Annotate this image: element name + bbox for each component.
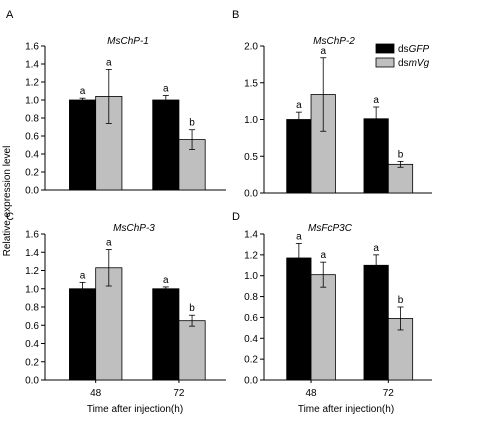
panel-d-xtick-label: 48 (305, 388, 317, 399)
panel-d-bar-dsgfp-48 (286, 257, 312, 381)
x-axis-label-left: Time after injection(h) (87, 404, 183, 415)
legend-swatch-dsgfp (375, 43, 395, 54)
panel-a-bar-dsgfp-48 (69, 99, 97, 191)
panel-d-ytick-label: 0.4 (244, 334, 258, 345)
panel-c-ytick-label: 1.2 (25, 266, 39, 277)
panel-c-significance-letter: a (106, 238, 112, 249)
panel-label-c: C (6, 211, 14, 223)
panel-a-bar-dsgfp-72 (152, 99, 180, 191)
panel-a-significance-letter: a (106, 57, 112, 68)
panel-d-ytick-label: 0.6 (244, 313, 258, 324)
panel-c-significance-letter: a (80, 270, 86, 281)
panel-d-ytick-label: 1.2 (244, 250, 258, 261)
legend: dsGFP dsmVg (375, 43, 430, 69)
panel-a: 0.0 0.2 0.4 0.6 0.8 1.0 1.2 1.4 1.6 a a a b (25, 42, 226, 197)
panel-d-significance-letter: a (296, 231, 302, 242)
panel-d-significance-letter: a (320, 250, 326, 261)
panel-c-ytick-label: 0.2 (25, 357, 39, 368)
panel-a-ytick-label: 1.0 (25, 96, 39, 107)
legend-swatch-dsmvg (375, 57, 395, 68)
legend-label-dsmvg: dsmVg (398, 58, 430, 69)
panel-c-ytick-label: 0.0 (25, 376, 39, 387)
panel-b-significance-letter: b (398, 149, 404, 160)
panels: 0.0 0.2 0.4 0.6 0.8 1.0 1.2 1.4 1.6 a a a b 0.0 0.5 1.0… (25, 42, 432, 399)
panel-c-title: MsChP-3 (113, 223, 155, 234)
x-axis-label-right: Time after injection(h) (298, 404, 394, 415)
panel-d-ytick-label: 1.4 (244, 230, 258, 241)
panel-a-significance-letter: a (80, 86, 86, 97)
panel-c-bar-dsmvg-48 (95, 267, 123, 381)
panel-b-ytick-label: 2.0 (244, 42, 258, 53)
panel-a-ytick-label: 1.4 (25, 60, 39, 71)
panel-b-ytick-label: 1.0 (244, 115, 258, 126)
panel-b: 0.0 0.5 1.0 1.5 2.0 a a a b (244, 42, 432, 200)
panel-c-bar-dsmvg-72 (178, 320, 206, 381)
panel-d-significance-letter: a (373, 243, 379, 254)
panel-d-title: MsFcP3C (308, 223, 353, 234)
panel-c-significance-letter: b (189, 303, 195, 314)
panel-c: 0.0 0.2 0.4 0.6 0.8 1.0 1.2 1.4 1.6 a a a b 48 72 (25, 230, 226, 399)
panel-c-ytick-label: 0.4 (25, 339, 39, 350)
panel-b-significance-letter: a (296, 100, 302, 111)
panel-label-d: D (232, 211, 240, 223)
panel-a-ytick-label: 0.6 (25, 132, 39, 143)
panel-a-significance-letter: b (189, 118, 195, 129)
panel-b-bar-dsmvg-72 (387, 163, 414, 194)
panel-a-ytick-label: 0.4 (25, 150, 39, 161)
panel-d-ytick-label: 0.0 (244, 376, 258, 387)
panel-d-xtick-label: 72 (383, 388, 395, 399)
panel-d-ytick-label: 0.8 (244, 292, 258, 303)
panel-a-significance-letter: a (163, 84, 169, 95)
panel-a-ytick-label: 0.2 (25, 168, 39, 179)
panel-b-title: MsChP-2 (313, 36, 355, 47)
panel-c-bar-dsgfp-48 (69, 288, 97, 381)
panel-d-ytick-label: 1.0 (244, 271, 258, 282)
y-axis-label: Relative expression level (2, 146, 13, 257)
panel-c-significance-letter: a (163, 275, 169, 286)
panel-d-bar-dsgfp-72 (363, 264, 389, 381)
panel-b-significance-letter: a (320, 46, 326, 57)
panel-a-ytick-label: 1.6 (25, 42, 39, 53)
panel-c-ytick-label: 1.6 (25, 230, 39, 241)
panel-b-bar-dsgfp-48 (286, 119, 312, 194)
panel-b-significance-letter: a (373, 95, 379, 106)
panel-c-ytick-label: 0.8 (25, 303, 39, 314)
panel-d-bar-dsmvg-48 (310, 274, 336, 381)
panel-label-b: B (232, 9, 239, 21)
panel-c-xtick-label: 72 (173, 388, 185, 399)
panel-c-bar-dsgfp-72 (152, 288, 180, 381)
panel-b-ytick-label: 0.5 (244, 152, 258, 163)
panel-d-ytick-label: 0.2 (244, 355, 258, 366)
panel-d: 0.0 0.2 0.4 0.6 0.8 1.0 1.2 1.4 a a a b 48 72 (244, 230, 432, 399)
legend-label-dsgfp: dsGFP (398, 44, 429, 55)
panel-a-bar-dsmvg-48 (95, 96, 123, 191)
panel-label-a: A (6, 9, 14, 21)
panel-a-bar-dsmvg-72 (178, 139, 206, 191)
panel-c-ytick-label: 0.6 (25, 321, 39, 332)
panel-b-ytick-label: 0.0 (244, 189, 258, 200)
panel-a-ytick-label: 1.2 (25, 78, 39, 89)
panel-a-ytick-label: 0.0 (25, 186, 39, 197)
panel-d-significance-letter: b (398, 295, 404, 306)
panel-c-ytick-label: 1.0 (25, 284, 39, 295)
panel-c-ytick-label: 1.4 (25, 248, 39, 259)
panel-c-xtick-label: 48 (90, 388, 102, 399)
panel-a-title: MsChP-1 (107, 36, 149, 47)
panel-b-ytick-label: 1.5 (244, 78, 258, 89)
panel-a-ytick-label: 0.8 (25, 114, 39, 125)
